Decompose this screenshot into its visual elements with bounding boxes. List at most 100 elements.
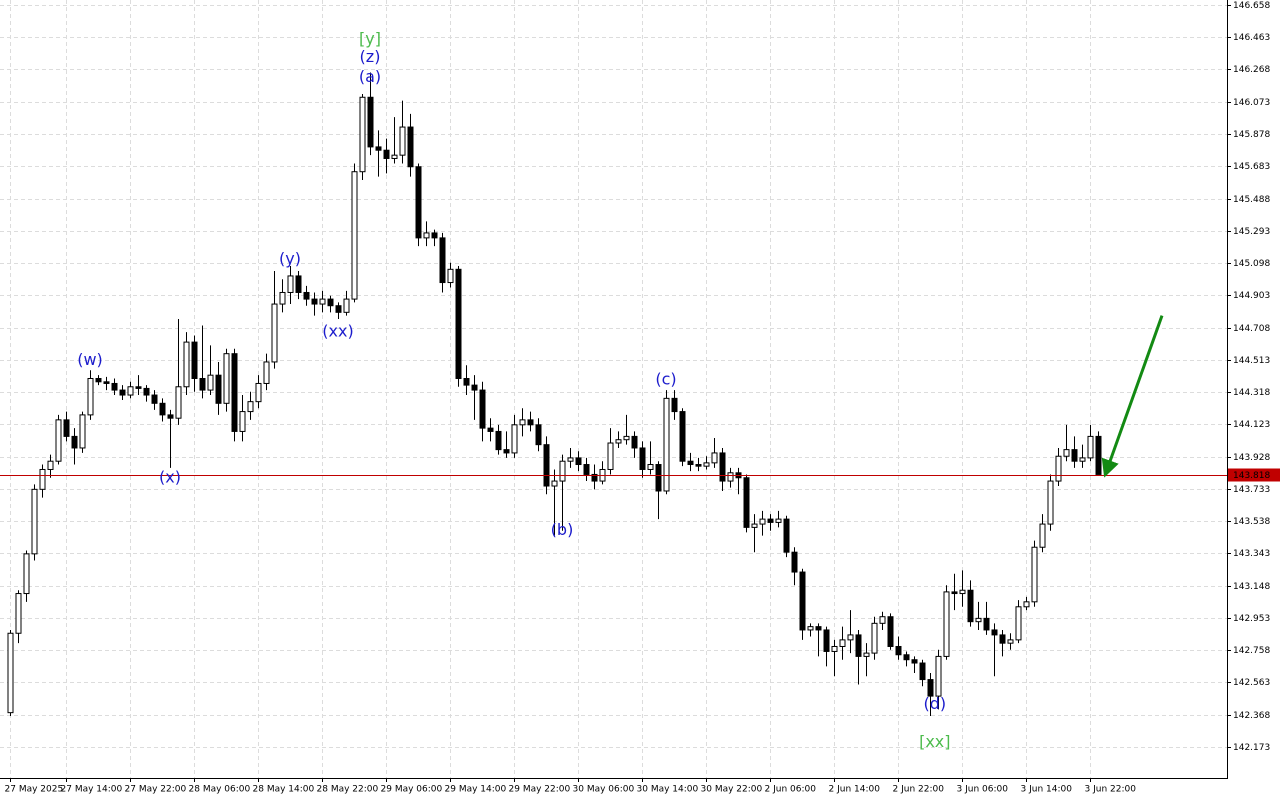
candle-body — [807, 626, 814, 631]
x-tick-label: 28 May 06:00 — [189, 785, 251, 795]
candle-body — [727, 472, 734, 482]
candle-body — [1087, 435, 1094, 459]
plot: [y](z)(a) (w) (x) (y) (xx) (b) (c) (d) [xx] — [0, 29, 1227, 751]
candle-body — [863, 652, 870, 657]
candle-body — [87, 377, 94, 416]
candle-body — [127, 386, 134, 396]
candle-body — [1039, 523, 1046, 548]
candle-body — [55, 419, 62, 462]
wave-label: (w) — [77, 350, 103, 369]
candle-body — [503, 449, 510, 454]
y-tick-label: 144.903 — [1233, 291, 1270, 301]
candle-body — [815, 626, 822, 631]
candle-body — [455, 268, 462, 379]
y-tick-label: 146.658 — [1233, 1, 1270, 11]
candle-body — [191, 341, 198, 379]
price-label-box — [1228, 468, 1280, 482]
candle-body — [927, 679, 934, 697]
candle-body — [103, 381, 110, 384]
candle-body — [711, 452, 718, 464]
candle-body — [519, 419, 526, 426]
grid — [0, 0, 1227, 778]
candle-body — [903, 654, 910, 661]
y-tick-label: 142.368 — [1233, 711, 1270, 721]
wave-label: (z) — [360, 47, 381, 66]
wave-label: (y) — [279, 249, 301, 268]
candle-body — [583, 464, 590, 475]
x-tick-label: 3 Jun 06:00 — [957, 785, 1009, 795]
candle-body — [943, 591, 950, 657]
candle-body — [1015, 606, 1022, 641]
candle-body — [159, 402, 166, 416]
candle-body — [847, 634, 854, 641]
candle-body — [919, 662, 926, 681]
candle-body — [367, 96, 374, 148]
candle-body — [743, 477, 750, 528]
candle-body — [439, 237, 446, 284]
candle-body — [535, 424, 542, 446]
candle-body — [655, 464, 662, 492]
wave-label: (x) — [159, 467, 181, 486]
x-tick-label: 30 May 14:00 — [637, 785, 699, 795]
wave-label: (xx) — [322, 322, 353, 341]
candle-body — [215, 374, 222, 404]
candle-body — [15, 593, 22, 634]
candle-body — [671, 397, 678, 413]
candle-body — [471, 384, 478, 391]
candle-body — [495, 430, 502, 451]
candle-body — [335, 305, 342, 313]
y-tick-label: 144.513 — [1233, 356, 1270, 366]
candle-body — [303, 291, 310, 300]
candle-body — [183, 341, 190, 388]
x-tick-label: 27 May 2025 — [5, 785, 64, 795]
candle-body — [199, 377, 206, 391]
candle-body — [871, 622, 878, 654]
y-tick-label: 142.758 — [1233, 646, 1270, 656]
candle-body — [511, 424, 518, 454]
candle-body — [143, 387, 150, 396]
wave-label: [xx] — [919, 732, 950, 751]
candle-body — [839, 639, 846, 647]
candle-body — [375, 146, 382, 151]
candle-body — [7, 632, 14, 714]
x-tick-label: 27 May 22:00 — [125, 785, 187, 795]
candle-body — [487, 427, 494, 432]
candle-body — [431, 232, 438, 239]
candle-body — [631, 435, 638, 449]
candle-body — [447, 268, 454, 284]
x-tick-label: 29 May 06:00 — [381, 785, 443, 795]
candle-body — [751, 523, 758, 528]
candle-body — [95, 377, 102, 383]
candle-body — [239, 411, 246, 432]
candle-body — [767, 518, 774, 523]
candle-body — [287, 275, 294, 293]
candle-body — [975, 617, 982, 623]
candle-body — [255, 382, 262, 403]
candle-body — [799, 571, 806, 631]
candle-body — [111, 382, 118, 391]
candle-body — [687, 460, 694, 466]
candle-body — [167, 414, 174, 419]
candle-body — [1031, 546, 1038, 603]
candle-body — [1047, 480, 1054, 525]
candle-body — [463, 377, 470, 386]
candle-body — [999, 634, 1006, 644]
candle-body — [647, 464, 654, 470]
candle-body — [1023, 601, 1030, 608]
x-tick-label: 2 Jun 14:00 — [829, 785, 881, 795]
y-tick-label: 146.463 — [1233, 33, 1270, 43]
x-tick-label: 2 Jun 06:00 — [765, 785, 817, 795]
candle-body — [399, 126, 406, 156]
candle-body — [623, 435, 630, 441]
x-tick-label: 28 May 14:00 — [253, 785, 315, 795]
wave-label: (b) — [551, 520, 574, 539]
wave-label: (c) — [655, 370, 676, 389]
candle-body — [967, 589, 974, 623]
x-tick-label: 30 May 22:00 — [701, 785, 763, 795]
candle-body — [551, 480, 558, 487]
candle-body — [71, 435, 78, 449]
candle-body — [479, 389, 486, 429]
